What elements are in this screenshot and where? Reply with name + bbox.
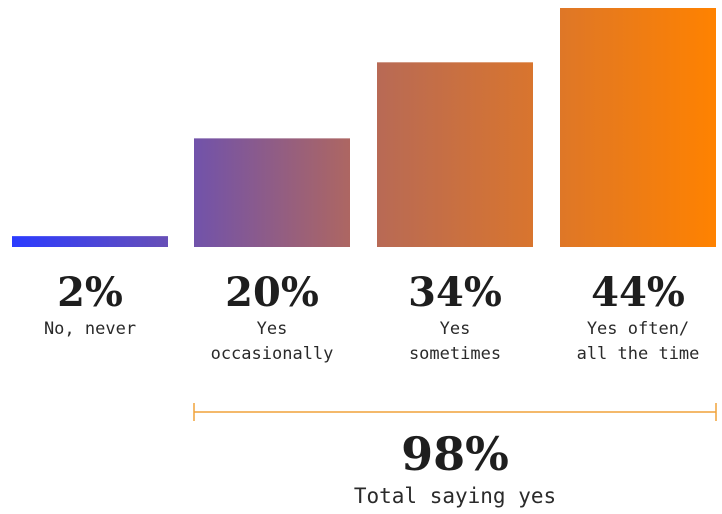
value-labels-group: 2% 20% 34% 44% — [57, 269, 685, 316]
value-label-2: 20% — [225, 269, 319, 316]
total-annotation: 98% Total saying yes — [193, 403, 717, 508]
value-label-3: 34% — [408, 269, 502, 316]
category-label-4-line-2: all the time — [577, 344, 700, 364]
category-label-4-line-1: Yes often/ — [587, 319, 689, 339]
bar-3 — [377, 62, 533, 248]
value-label-4: 44% — [591, 269, 685, 316]
total-label: Total saying yes — [354, 484, 556, 508]
bar-4 — [560, 8, 716, 247]
bar-2 — [194, 138, 350, 247]
category-label-3-line-2: sometimes — [409, 344, 501, 364]
category-label-1-line-1: No, never — [44, 319, 136, 339]
category-label-2-line-2: occasionally — [211, 344, 334, 364]
category-label-2-line-1: Yes — [257, 319, 288, 339]
total-value-label: 98% — [401, 427, 509, 481]
bars-group — [12, 8, 716, 248]
bar-1 — [12, 236, 168, 247]
value-label-1: 2% — [57, 269, 123, 316]
category-labels-group: No, never Yes occasionally Yes sometimes Yes … — [44, 319, 699, 364]
category-label-3-line-1: Yes — [440, 319, 471, 339]
